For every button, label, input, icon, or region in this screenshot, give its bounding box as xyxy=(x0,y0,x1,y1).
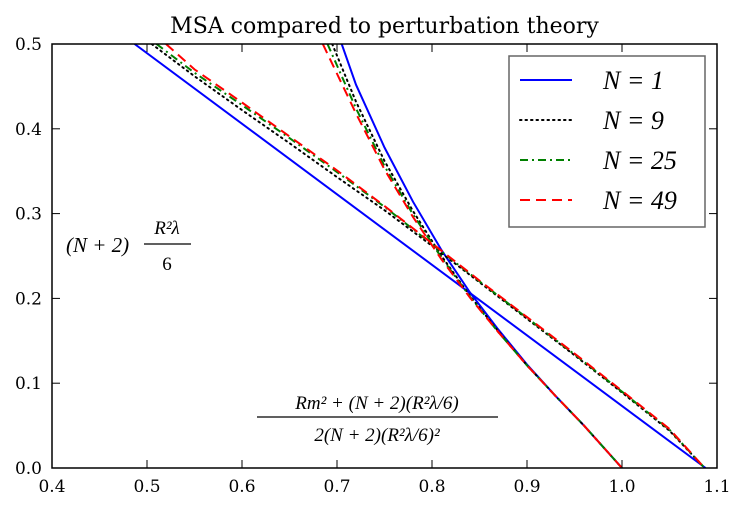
y-tick-label: 0.4 xyxy=(15,120,42,140)
annotation-upper: (N + 2) R²λ 6 xyxy=(66,218,191,275)
annotation-lower: Rm² + (N + 2)(R²λ/6) 2(N + 2)(R²λ/6)² xyxy=(257,393,498,446)
series-line-n49-2 xyxy=(321,44,623,468)
chart-title: MSA compared to perturbation theory xyxy=(170,14,599,39)
ticks-layer: 0.4 0.5 0.6 0.7 0.8 0.9 1.0 1.1 0.0 0.1 0.2 0.3 0.4 0… xyxy=(15,35,731,497)
annotation-lower-denominator: 2(N + 2)(R²λ/6)² xyxy=(314,425,440,446)
legend-label-n25: N = 25 xyxy=(602,146,677,175)
annotation-lower-numerator: Rm² + (N + 2)(R²λ/6) xyxy=(294,393,458,414)
legend-label-n9: N = 9 xyxy=(602,106,664,135)
x-tick-label: 1.1 xyxy=(703,477,730,497)
x-tick-label: 0.5 xyxy=(133,477,160,497)
y-tick-label: 0.1 xyxy=(15,374,42,394)
series-line-n25-1 xyxy=(155,44,706,468)
annotation-upper-numerator: R²λ xyxy=(153,218,180,239)
legend-label-n49: N = 49 xyxy=(602,186,677,215)
plot-frame xyxy=(51,43,718,469)
x-tick-label: 0.6 xyxy=(228,477,255,497)
x-tick-label: 0.9 xyxy=(513,477,540,497)
series-layer xyxy=(134,44,707,468)
annotation-upper-denominator: 6 xyxy=(162,254,172,275)
y-tick-label: 0.2 xyxy=(15,289,42,309)
x-tick-label: 0.8 xyxy=(418,477,445,497)
series-line-n1-1 xyxy=(134,44,707,468)
x-tick-label: 0.4 xyxy=(38,477,65,497)
legend-box xyxy=(508,55,706,228)
series-line-n49-1 xyxy=(165,44,706,468)
legend-label-n1: N = 1 xyxy=(602,66,664,95)
x-tick-label: 0.7 xyxy=(323,477,350,497)
x-tick-label: 1.0 xyxy=(608,477,635,497)
annotation-upper-prefix: (N + 2) xyxy=(66,233,129,257)
legend: N = 1 N = 9 N = 25 N = 49 xyxy=(508,55,706,228)
y-tick-label: 0.3 xyxy=(15,205,42,225)
y-tick-label: 0.0 xyxy=(15,459,42,479)
y-tick-label: 0.5 xyxy=(15,35,42,55)
